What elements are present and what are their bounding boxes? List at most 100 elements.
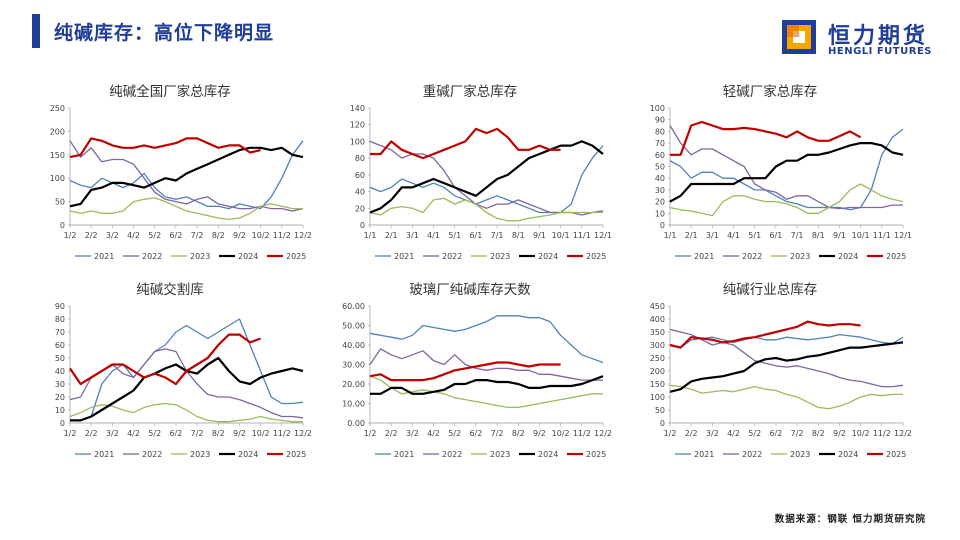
y-tick-label: 80 [655,127,665,136]
series-line-2024 [669,141,904,203]
legend-label-2022: 2022 [142,252,162,261]
y-tick-label: 90 [55,302,65,311]
x-tick-label: 8/1 [812,231,825,240]
legend-label-2023: 2023 [190,252,210,261]
y-tick-label: 0 [360,221,365,230]
series-line-2022 [69,140,304,212]
chart-plot: 0.00 10.00 20.00 30.00 40.00 50.00 60.00 1/2 2/2… [342,302,612,459]
x-tick-label: 12/1 [594,231,612,240]
series-line-2025 [669,320,861,349]
x-tick-label: 10/1 [552,231,570,240]
y-tick-label: 50 [55,198,65,207]
x-tick-label: 4/2 [727,429,740,438]
x-tick-label: 2/1 [685,231,698,240]
y-tick-label: 50 [55,354,65,363]
y-tick-label: 70 [55,328,65,337]
y-tick-label: 0 [660,221,665,230]
series-line-2023 [69,402,303,423]
chart-delivery-warehouse: 纯碱交割库 0 10 20 30 40 50 60 70 80 90 1/2 2/2 3/2 4/2 5/2… [20,278,320,478]
x-tick-label: 11/1 [573,231,591,240]
series-line-2024 [369,140,604,214]
x-tick-label: 7/2 [191,429,204,438]
x-tick-label: 10/2 [252,429,270,438]
x-tick-label: 5/2 [148,429,161,438]
series-line-2024 [370,375,604,395]
legend-label-2025: 2025 [886,252,906,261]
x-tick-label: 6/2 [169,231,182,240]
x-tick-label: 7/1 [791,231,804,240]
series-line-2022 [669,125,903,210]
x-tick-label: 7/2 [491,429,504,438]
legend-label-2025: 2025 [286,252,306,261]
y-tick-label: 150 [650,380,665,389]
x-tick-label: 6/1 [469,231,482,240]
legend-label-2024: 2024 [238,252,258,261]
chart-glass-plant-inventory-days: 玻璃厂纯碱库存天数 0.00 10.00 20.00 30.00 40.00 50.00 6… [320,278,620,478]
x-tick-label: 9/2 [533,429,546,438]
series-line-2021 [669,333,904,349]
y-tick-label: 100 [650,393,665,402]
y-tick-label: 100 [650,104,665,113]
x-tick-label: 9/2 [233,231,246,240]
x-tick-label: 3/1 [706,231,719,240]
legend-label-2025: 2025 [286,450,306,459]
y-tick-label: 350 [650,328,665,337]
x-tick-label: 4/2 [427,429,440,438]
x-tick-label: 5/2 [148,231,161,240]
logo-text-cn: 恒力期货 [828,24,929,49]
legend-label-2021: 2021 [694,450,714,459]
x-tick-label: 1/1 [664,231,677,240]
legend-label-2023: 2023 [790,450,810,459]
legend-label-2024: 2024 [838,450,858,459]
y-tick-label: 400 [650,315,665,324]
y-tick-label: 50.00 [342,322,365,331]
x-tick-label: 12/2 [294,429,312,438]
x-tick-label: 11/2 [273,429,291,438]
x-tick-label: 1/2 [64,429,77,438]
x-tick-label: 2/2 [85,231,98,240]
chart-dense-ash-inventory: 重碱厂家总库存 0 20 40 60 80 100 120 140 1/1 2/1 3/1 4/1 5/… [320,80,620,280]
x-tick-label: 1/2 [64,231,77,240]
data-source-note: 数据来源：钢联 恒力期货研究院 [774,514,926,525]
y-tick-label: 250 [650,354,665,363]
x-tick-label: 3/1 [406,231,419,240]
y-tick-label: 60 [55,341,65,350]
y-tick-label: 90 [655,116,665,125]
x-tick-label: 4/1 [727,231,740,240]
x-tick-label: 7/2 [191,231,204,240]
x-tick-label: 6/2 [169,429,182,438]
y-tick-label: 100 [350,137,365,146]
y-tick-label: 120 [350,121,365,130]
series-line-2021 [69,140,304,210]
page-title: 纯碱库存：高位下降明显 [54,22,275,44]
x-tick-label: 9/2 [833,429,846,438]
title-accent-bar [32,14,40,48]
chart-title: 玻璃厂纯碱库存天数 [409,282,531,298]
y-tick-label: 30 [655,186,665,195]
chart-plot: 0 50 100 150 200 250 300 350 400 450 1/2 2/2 3/2 4/2 5… [650,302,912,459]
y-tick-label: 0 [660,419,665,428]
logo-icon [782,20,816,54]
y-tick-label: 0.00 [347,419,365,428]
x-tick-label: 4/2 [127,429,140,438]
chart-industry-total-inventory: 纯碱行业总库存 0 50 100 150 200 250 300 350 400 450 1/2 2/… [620,278,920,478]
legend-label-2025: 2025 [886,450,906,459]
legend-label-2021: 2021 [394,450,414,459]
x-tick-label: 3/2 [106,429,119,438]
y-tick-label: 100 [50,174,65,183]
chart-title: 纯碱交割库 [136,282,204,298]
chart-soda-ash-national-inventory: 纯碱全国厂家总库存 0 50 100 150 200 250 1/2 2/2 3/2 4/2 5/2… [20,80,320,280]
y-tick-label: 60 [655,151,665,160]
y-tick-label: 200 [650,367,665,376]
y-tick-label: 20 [55,393,65,402]
y-tick-label: 20 [655,198,665,207]
x-tick-label: 1/1 [364,231,377,240]
y-tick-label: 0 [60,419,65,428]
series-line-2024 [669,341,904,393]
series-line-2021 [669,128,904,211]
legend-label-2025: 2025 [586,450,606,459]
y-tick-label: 200 [50,127,65,136]
legend-label-2021: 2021 [694,252,714,261]
y-tick-label: 250 [50,104,65,113]
series-line-2022 [369,140,604,216]
